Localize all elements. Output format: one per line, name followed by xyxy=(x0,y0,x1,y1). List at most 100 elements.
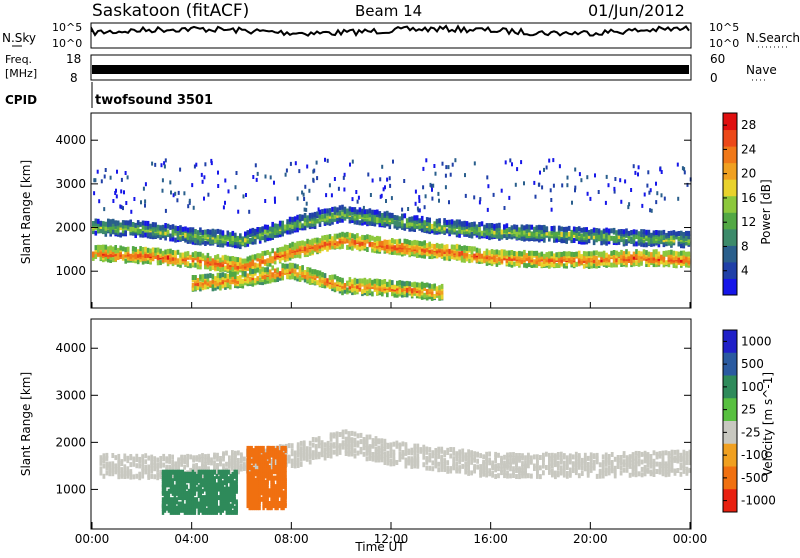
power-cell xyxy=(324,242,327,247)
power-cell xyxy=(473,246,476,251)
power-cell xyxy=(304,270,307,275)
power-cell xyxy=(331,275,334,280)
power-cell xyxy=(503,224,506,229)
velocity-cell xyxy=(461,464,464,469)
power-cell xyxy=(428,218,431,223)
power-cell xyxy=(248,210,250,214)
power-cell xyxy=(182,227,185,232)
power-cell xyxy=(369,235,372,240)
velocity-cell xyxy=(623,451,626,456)
colorbar-tick-label: 4 xyxy=(741,264,749,278)
power-cell xyxy=(461,251,464,256)
power-cell xyxy=(306,267,309,272)
velocity-cell xyxy=(440,447,443,452)
power-cell xyxy=(326,215,329,220)
power-cell xyxy=(371,291,374,296)
power-cell xyxy=(199,227,202,232)
power-cell xyxy=(100,245,103,250)
power-cell xyxy=(306,165,308,169)
power-cell xyxy=(356,245,359,250)
power-cell xyxy=(645,242,648,247)
power-cell xyxy=(298,169,300,173)
velocity-cell xyxy=(147,469,150,474)
power-cell xyxy=(242,259,245,264)
power-cell xyxy=(483,225,486,230)
velocity-cell xyxy=(425,447,428,452)
power-cell xyxy=(613,250,616,255)
power-cell xyxy=(588,251,591,256)
power-cell xyxy=(435,172,437,176)
power-cell xyxy=(560,227,563,232)
power-cell xyxy=(291,242,294,247)
velocity-cell xyxy=(120,467,123,472)
power-cell xyxy=(610,263,613,268)
power-cell xyxy=(339,277,342,282)
power-cell xyxy=(122,254,125,259)
velocity-cell xyxy=(405,442,408,447)
power-cell xyxy=(329,183,331,187)
velocity-cell xyxy=(147,456,150,461)
power-cell xyxy=(182,236,185,241)
velocity-cell xyxy=(144,459,147,464)
power-cell xyxy=(354,234,357,239)
velocity-cell xyxy=(114,463,117,468)
power-cell xyxy=(269,274,272,279)
power-cell xyxy=(598,228,601,233)
power-cell xyxy=(668,231,671,236)
velocity-cell xyxy=(449,466,452,471)
power-cell xyxy=(678,242,681,247)
power-cell xyxy=(610,251,613,256)
power-cell xyxy=(369,288,372,293)
power-cell xyxy=(296,241,299,246)
power-cell xyxy=(349,277,352,282)
power-cell xyxy=(97,219,100,224)
power-cell xyxy=(361,289,364,294)
power-cell xyxy=(418,218,421,223)
power-cell xyxy=(229,232,232,237)
power-cell xyxy=(504,206,506,210)
power-cell xyxy=(232,267,235,272)
velocity-cell xyxy=(428,466,431,471)
velocity-cell xyxy=(363,452,366,457)
power-cell xyxy=(164,250,167,255)
power-cell xyxy=(655,249,658,254)
power-cell xyxy=(125,201,127,205)
velocity-cell xyxy=(195,455,198,460)
velocity-cell xyxy=(309,460,312,465)
velocity-cell xyxy=(674,450,677,455)
power-cell xyxy=(389,240,392,245)
power-cell xyxy=(438,199,440,203)
power-cell xyxy=(486,223,489,228)
power-cell xyxy=(145,182,147,186)
freq-left-tick-top: 18 xyxy=(66,52,81,66)
power-cell xyxy=(491,259,494,264)
power-cell xyxy=(281,268,284,273)
power-cell xyxy=(680,231,683,236)
velocity-cell xyxy=(470,470,473,475)
power-cell xyxy=(655,200,657,204)
velocity-cell xyxy=(354,443,357,448)
power-cell xyxy=(346,281,349,286)
power-cell xyxy=(326,278,329,283)
velocity-cell xyxy=(638,459,641,464)
velocity-cell xyxy=(360,433,363,438)
velocity-cell xyxy=(512,466,515,471)
power-heatmap xyxy=(92,158,692,301)
power-cell xyxy=(653,249,656,254)
power-cell xyxy=(329,275,332,280)
power-cell xyxy=(192,252,195,257)
power-cell xyxy=(338,187,340,191)
power-cell xyxy=(364,278,367,283)
power-cell xyxy=(207,274,210,279)
power-cell xyxy=(413,282,416,287)
noise-sky-trace xyxy=(92,26,689,36)
power-cell xyxy=(476,248,479,253)
power-cell xyxy=(438,244,441,249)
power-cell xyxy=(453,245,456,250)
velocity-cell xyxy=(503,461,506,466)
power-cell xyxy=(415,202,417,206)
power-cell xyxy=(371,236,374,241)
power-cell xyxy=(252,269,255,274)
power-cell xyxy=(663,251,666,256)
power-cell xyxy=(105,256,108,261)
